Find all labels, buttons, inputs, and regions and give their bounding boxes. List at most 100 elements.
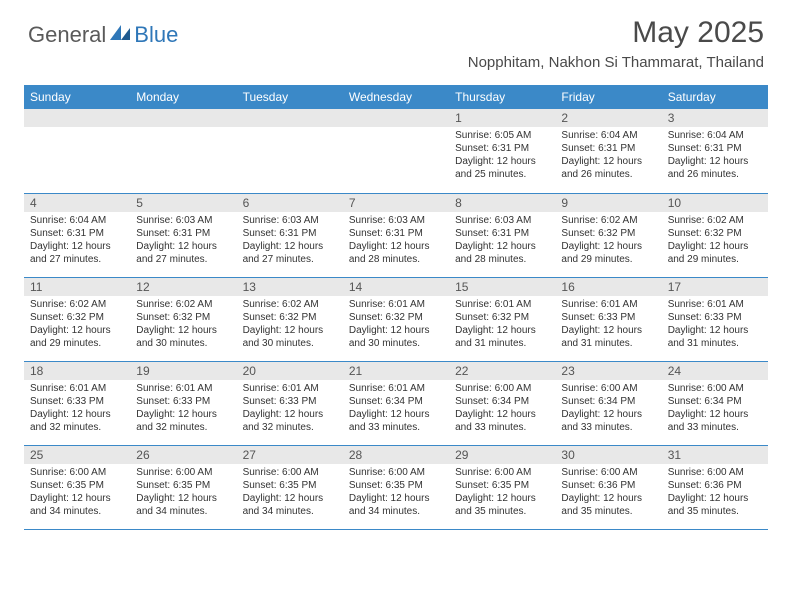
day-details: Sunrise: 6:02 AMSunset: 6:32 PMDaylight:… bbox=[237, 296, 343, 354]
calendar-empty-cell bbox=[237, 109, 343, 193]
day-details bbox=[24, 127, 130, 133]
day-details: Sunrise: 6:02 AMSunset: 6:32 PMDaylight:… bbox=[24, 296, 130, 354]
calendar-day-cell: 11Sunrise: 6:02 AMSunset: 6:32 PMDayligh… bbox=[24, 277, 130, 361]
day-number bbox=[24, 109, 130, 127]
day-number: 15 bbox=[449, 278, 555, 296]
calendar-head: SundayMondayTuesdayWednesdayThursdayFrid… bbox=[24, 85, 768, 109]
day-details: Sunrise: 6:03 AMSunset: 6:31 PMDaylight:… bbox=[130, 212, 236, 270]
calendar-row: 4Sunrise: 6:04 AMSunset: 6:31 PMDaylight… bbox=[24, 193, 768, 277]
weekday-header: Tuesday bbox=[237, 85, 343, 109]
day-number: 10 bbox=[662, 194, 768, 212]
weekday-header: Saturday bbox=[662, 85, 768, 109]
calendar-day-cell: 18Sunrise: 6:01 AMSunset: 6:33 PMDayligh… bbox=[24, 361, 130, 445]
logo-mark-icon bbox=[110, 24, 132, 45]
calendar-day-cell: 20Sunrise: 6:01 AMSunset: 6:33 PMDayligh… bbox=[237, 361, 343, 445]
logo-text-general: General bbox=[28, 22, 106, 48]
day-details: Sunrise: 6:01 AMSunset: 6:33 PMDaylight:… bbox=[237, 380, 343, 438]
calendar-row: 18Sunrise: 6:01 AMSunset: 6:33 PMDayligh… bbox=[24, 361, 768, 445]
day-details: Sunrise: 6:03 AMSunset: 6:31 PMDaylight:… bbox=[449, 212, 555, 270]
calendar-day-cell: 14Sunrise: 6:01 AMSunset: 6:32 PMDayligh… bbox=[343, 277, 449, 361]
calendar-body: 1Sunrise: 6:05 AMSunset: 6:31 PMDaylight… bbox=[24, 109, 768, 529]
day-number bbox=[343, 109, 449, 127]
calendar-day-cell: 24Sunrise: 6:00 AMSunset: 6:34 PMDayligh… bbox=[662, 361, 768, 445]
calendar-day-cell: 7Sunrise: 6:03 AMSunset: 6:31 PMDaylight… bbox=[343, 193, 449, 277]
calendar-day-cell: 3Sunrise: 6:04 AMSunset: 6:31 PMDaylight… bbox=[662, 109, 768, 193]
day-number: 5 bbox=[130, 194, 236, 212]
calendar-table: SundayMondayTuesdayWednesdayThursdayFrid… bbox=[24, 85, 768, 530]
calendar-day-cell: 8Sunrise: 6:03 AMSunset: 6:31 PMDaylight… bbox=[449, 193, 555, 277]
day-details: Sunrise: 6:01 AMSunset: 6:32 PMDaylight:… bbox=[343, 296, 449, 354]
day-number: 31 bbox=[662, 446, 768, 464]
day-number: 1 bbox=[449, 109, 555, 127]
header: General Blue May 2025 Nopphitam, Nakhon … bbox=[0, 0, 792, 77]
calendar-day-cell: 21Sunrise: 6:01 AMSunset: 6:34 PMDayligh… bbox=[343, 361, 449, 445]
day-number: 21 bbox=[343, 362, 449, 380]
day-details: Sunrise: 6:01 AMSunset: 6:32 PMDaylight:… bbox=[449, 296, 555, 354]
day-details bbox=[343, 127, 449, 133]
calendar-day-cell: 1Sunrise: 6:05 AMSunset: 6:31 PMDaylight… bbox=[449, 109, 555, 193]
logo: General Blue bbox=[28, 22, 178, 48]
weekday-header: Monday bbox=[130, 85, 236, 109]
day-number: 22 bbox=[449, 362, 555, 380]
day-details: Sunrise: 6:01 AMSunset: 6:33 PMDaylight:… bbox=[24, 380, 130, 438]
calendar-day-cell: 17Sunrise: 6:01 AMSunset: 6:33 PMDayligh… bbox=[662, 277, 768, 361]
weekday-header: Thursday bbox=[449, 85, 555, 109]
calendar-day-cell: 10Sunrise: 6:02 AMSunset: 6:32 PMDayligh… bbox=[662, 193, 768, 277]
day-details: Sunrise: 6:00 AMSunset: 6:35 PMDaylight:… bbox=[24, 464, 130, 522]
day-details: Sunrise: 6:00 AMSunset: 6:36 PMDaylight:… bbox=[662, 464, 768, 522]
logo-text-blue: Blue bbox=[134, 22, 178, 48]
weekday-header: Friday bbox=[555, 85, 661, 109]
day-details: Sunrise: 6:00 AMSunset: 6:35 PMDaylight:… bbox=[449, 464, 555, 522]
day-number: 8 bbox=[449, 194, 555, 212]
day-details: Sunrise: 6:04 AMSunset: 6:31 PMDaylight:… bbox=[555, 127, 661, 185]
calendar-row: 25Sunrise: 6:00 AMSunset: 6:35 PMDayligh… bbox=[24, 445, 768, 529]
day-number: 7 bbox=[343, 194, 449, 212]
calendar-day-cell: 22Sunrise: 6:00 AMSunset: 6:34 PMDayligh… bbox=[449, 361, 555, 445]
day-number: 27 bbox=[237, 446, 343, 464]
day-number: 20 bbox=[237, 362, 343, 380]
day-details: Sunrise: 6:00 AMSunset: 6:35 PMDaylight:… bbox=[343, 464, 449, 522]
day-number: 16 bbox=[555, 278, 661, 296]
day-number: 29 bbox=[449, 446, 555, 464]
calendar-day-cell: 23Sunrise: 6:00 AMSunset: 6:34 PMDayligh… bbox=[555, 361, 661, 445]
day-number: 24 bbox=[662, 362, 768, 380]
day-number: 13 bbox=[237, 278, 343, 296]
day-number bbox=[130, 109, 236, 127]
day-number: 2 bbox=[555, 109, 661, 127]
calendar-row: 1Sunrise: 6:05 AMSunset: 6:31 PMDaylight… bbox=[24, 109, 768, 193]
day-details: Sunrise: 6:00 AMSunset: 6:34 PMDaylight:… bbox=[449, 380, 555, 438]
calendar-day-cell: 9Sunrise: 6:02 AMSunset: 6:32 PMDaylight… bbox=[555, 193, 661, 277]
weekday-header: Wednesday bbox=[343, 85, 449, 109]
day-details: Sunrise: 6:00 AMSunset: 6:34 PMDaylight:… bbox=[662, 380, 768, 438]
calendar-day-cell: 4Sunrise: 6:04 AMSunset: 6:31 PMDaylight… bbox=[24, 193, 130, 277]
day-number bbox=[237, 109, 343, 127]
day-details: Sunrise: 6:01 AMSunset: 6:34 PMDaylight:… bbox=[343, 380, 449, 438]
day-details: Sunrise: 6:00 AMSunset: 6:35 PMDaylight:… bbox=[130, 464, 236, 522]
weekday-row: SundayMondayTuesdayWednesdayThursdayFrid… bbox=[24, 85, 768, 109]
day-number: 26 bbox=[130, 446, 236, 464]
calendar-day-cell: 19Sunrise: 6:01 AMSunset: 6:33 PMDayligh… bbox=[130, 361, 236, 445]
day-details bbox=[237, 127, 343, 133]
title-block: May 2025 Nopphitam, Nakhon Si Thammarat,… bbox=[468, 16, 764, 71]
day-number: 30 bbox=[555, 446, 661, 464]
calendar-day-cell: 2Sunrise: 6:04 AMSunset: 6:31 PMDaylight… bbox=[555, 109, 661, 193]
calendar-day-cell: 26Sunrise: 6:00 AMSunset: 6:35 PMDayligh… bbox=[130, 445, 236, 529]
month-title: May 2025 bbox=[468, 16, 764, 50]
day-details: Sunrise: 6:03 AMSunset: 6:31 PMDaylight:… bbox=[237, 212, 343, 270]
day-number: 12 bbox=[130, 278, 236, 296]
day-details: Sunrise: 6:02 AMSunset: 6:32 PMDaylight:… bbox=[130, 296, 236, 354]
day-number: 6 bbox=[237, 194, 343, 212]
calendar-empty-cell bbox=[343, 109, 449, 193]
day-details: Sunrise: 6:00 AMSunset: 6:34 PMDaylight:… bbox=[555, 380, 661, 438]
day-details: Sunrise: 6:02 AMSunset: 6:32 PMDaylight:… bbox=[555, 212, 661, 270]
calendar-row: 11Sunrise: 6:02 AMSunset: 6:32 PMDayligh… bbox=[24, 277, 768, 361]
day-number: 28 bbox=[343, 446, 449, 464]
day-details: Sunrise: 6:05 AMSunset: 6:31 PMDaylight:… bbox=[449, 127, 555, 185]
location-text: Nopphitam, Nakhon Si Thammarat, Thailand bbox=[468, 54, 764, 71]
day-number: 3 bbox=[662, 109, 768, 127]
day-details: Sunrise: 6:04 AMSunset: 6:31 PMDaylight:… bbox=[24, 212, 130, 270]
calendar-day-cell: 13Sunrise: 6:02 AMSunset: 6:32 PMDayligh… bbox=[237, 277, 343, 361]
calendar-day-cell: 5Sunrise: 6:03 AMSunset: 6:31 PMDaylight… bbox=[130, 193, 236, 277]
calendar-day-cell: 31Sunrise: 6:00 AMSunset: 6:36 PMDayligh… bbox=[662, 445, 768, 529]
day-number: 4 bbox=[24, 194, 130, 212]
